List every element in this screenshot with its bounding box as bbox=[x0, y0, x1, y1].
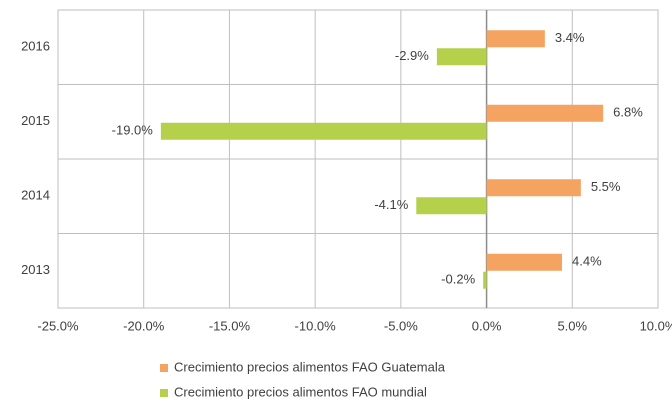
data-label: 4.4% bbox=[572, 254, 602, 269]
bar bbox=[486, 253, 562, 271]
data-label: -19.0% bbox=[112, 123, 154, 138]
x-tick-label: -25.0% bbox=[37, 318, 79, 333]
bar bbox=[486, 104, 604, 122]
bar bbox=[486, 179, 581, 197]
x-tick-label: -5.0% bbox=[384, 318, 418, 333]
bar bbox=[486, 30, 545, 48]
legend-label: Crecimiento precios alimentos FAO mundia… bbox=[174, 384, 427, 399]
x-tick-label: -20.0% bbox=[123, 318, 165, 333]
bar bbox=[416, 197, 487, 215]
bar bbox=[436, 48, 487, 66]
data-label: -0.2% bbox=[441, 272, 475, 287]
y-tick-label: 2014 bbox=[21, 188, 50, 203]
legend-label: Crecimiento precios alimentos FAO Guatem… bbox=[174, 359, 446, 374]
data-label: 5.5% bbox=[591, 179, 621, 194]
legend-swatch bbox=[160, 389, 168, 397]
data-label: -4.1% bbox=[374, 197, 408, 212]
data-label: 6.8% bbox=[613, 105, 643, 120]
bar bbox=[160, 122, 487, 140]
x-tick-label: 5.0% bbox=[557, 318, 587, 333]
y-tick-label: 2016 bbox=[21, 39, 50, 54]
bar bbox=[483, 271, 487, 289]
x-tick-label: -10.0% bbox=[295, 318, 337, 333]
legend-swatch bbox=[160, 364, 168, 372]
x-tick-label: -15.0% bbox=[209, 318, 251, 333]
y-tick-label: 2015 bbox=[21, 113, 50, 128]
x-tick-label: 0.0% bbox=[472, 318, 502, 333]
x-tick-label: 10.0% bbox=[640, 318, 672, 333]
y-tick-label: 2013 bbox=[21, 262, 50, 277]
data-label: 3.4% bbox=[555, 30, 585, 45]
data-label: -2.9% bbox=[395, 48, 429, 63]
